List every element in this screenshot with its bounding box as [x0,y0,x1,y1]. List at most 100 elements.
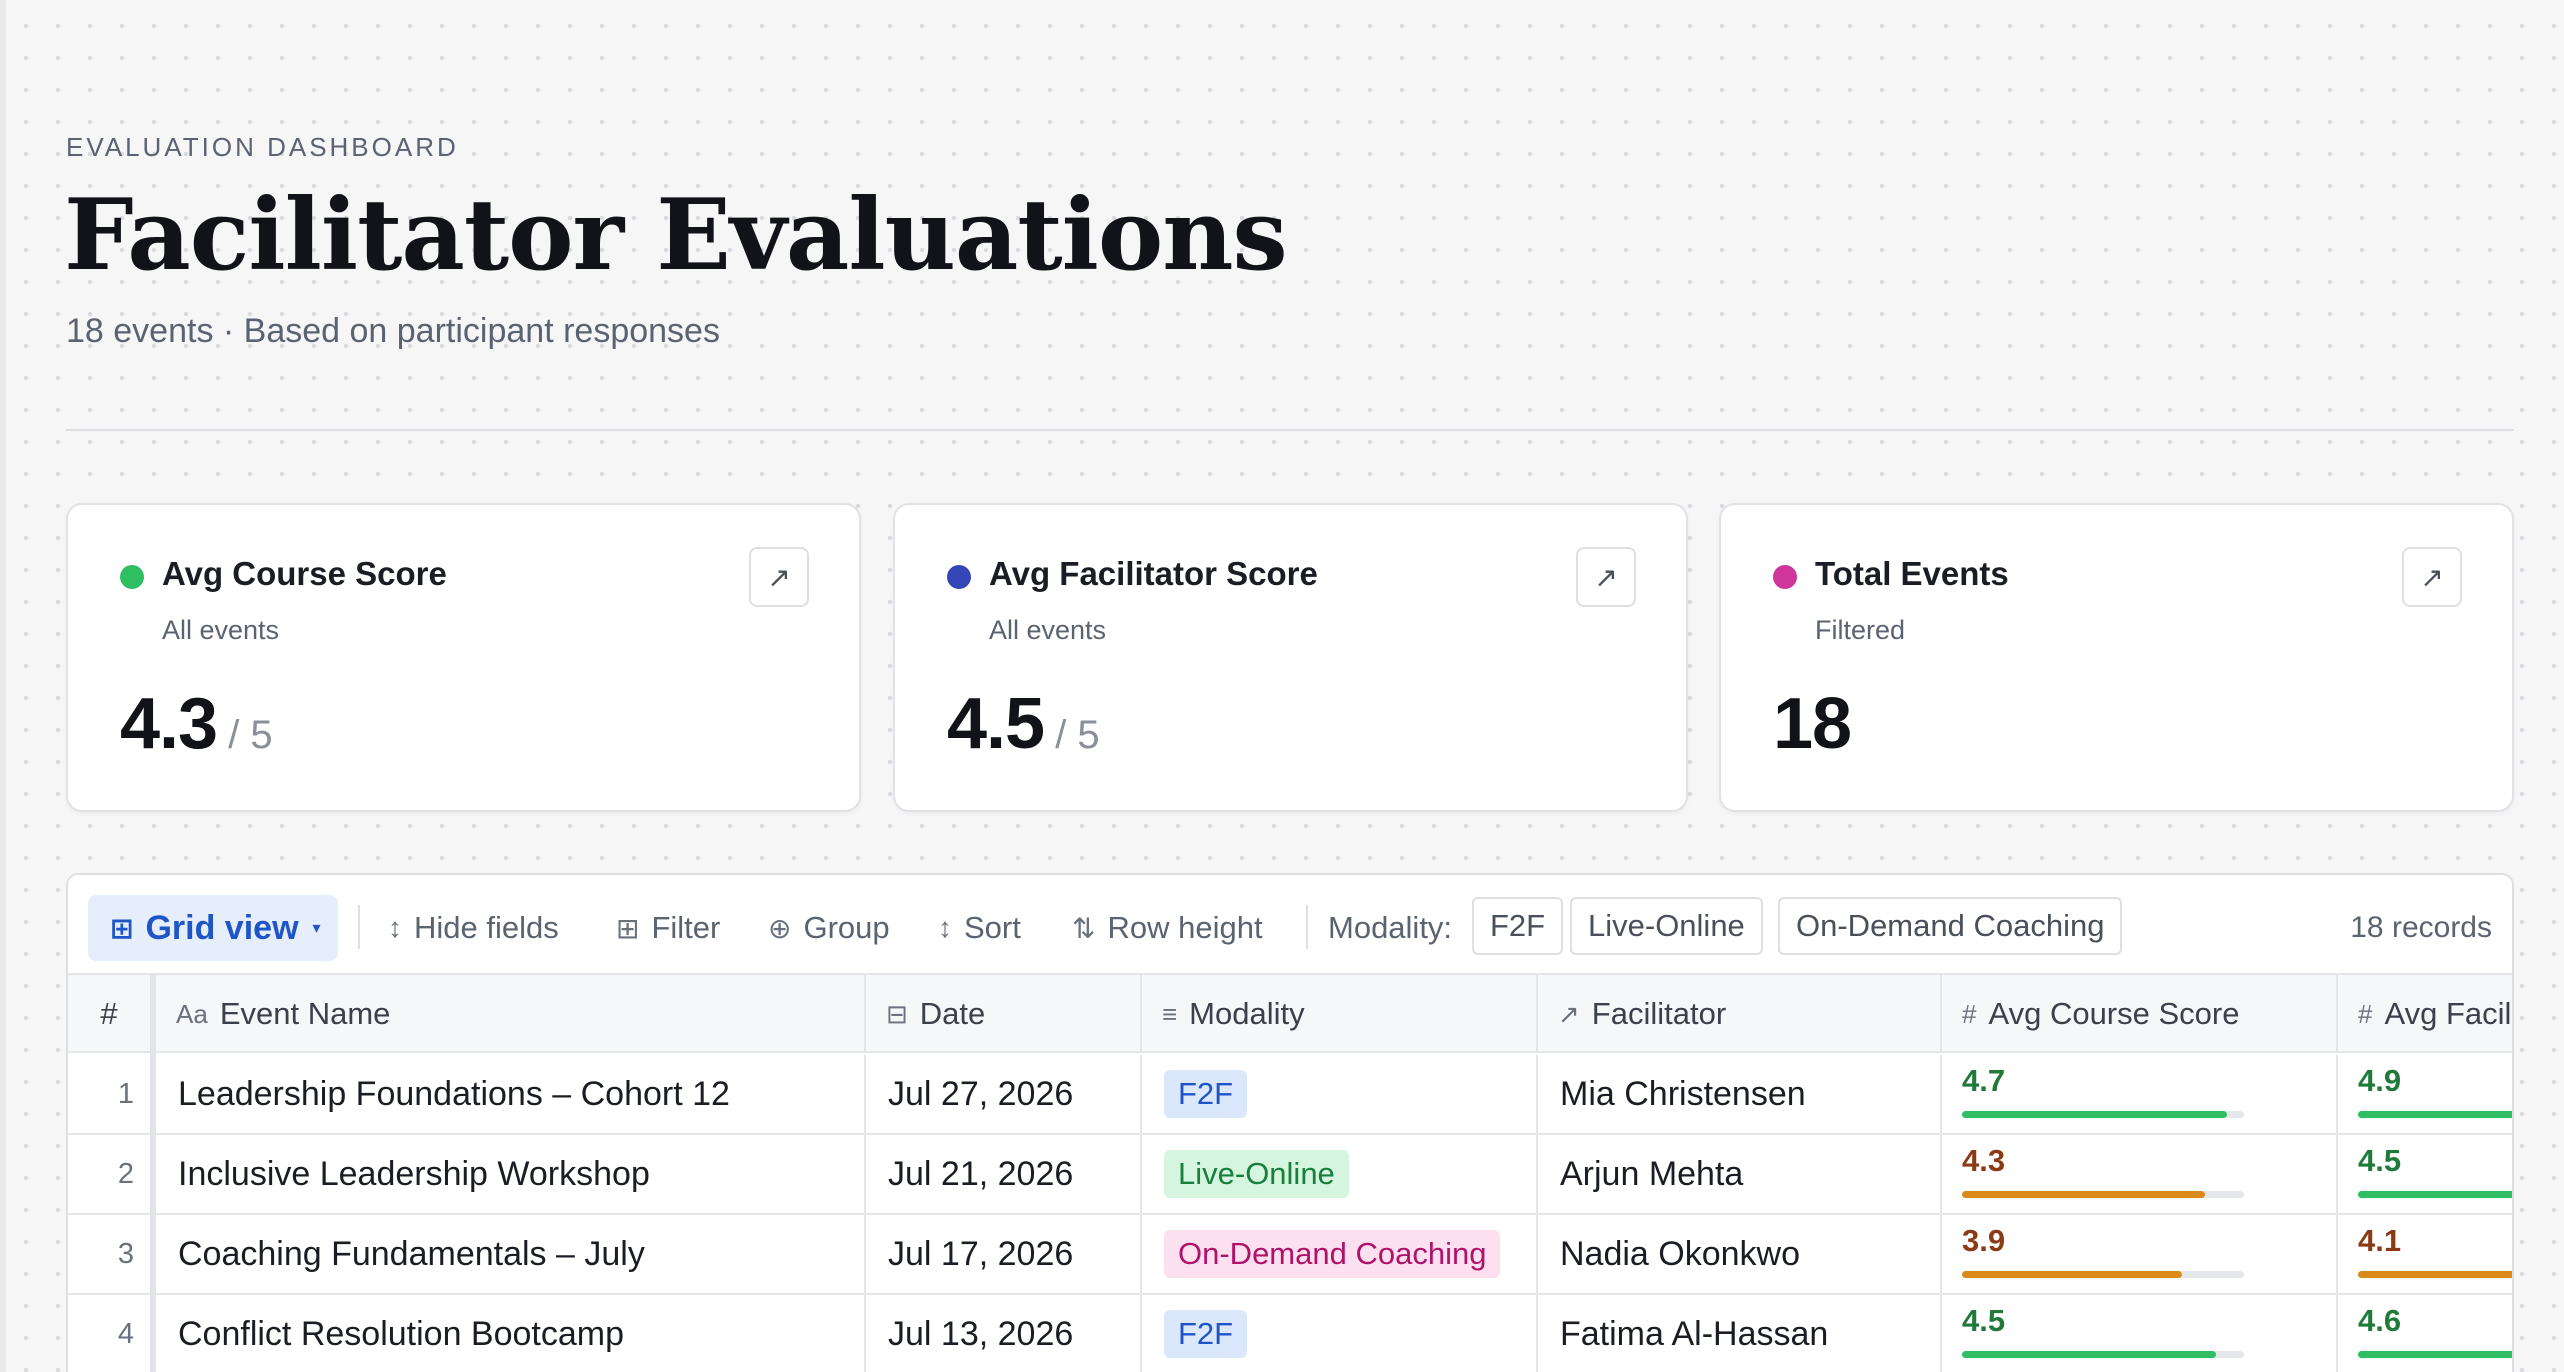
sort-button[interactable]: ↕ Sort [938,895,1021,961]
column-header-date[interactable]: ⊟ Date [866,975,1142,1053]
event-name-cell[interactable]: Conflict Resolution Bootcamp [156,1295,866,1372]
number-hash-icon: # [2358,998,2373,1029]
column-header-number: # [68,975,152,1053]
avg-facilitator-score-cell[interactable]: 4.9 [2338,1055,2512,1133]
text-field-icon: Aa [176,998,208,1029]
column-header-modality[interactable]: ≡ Modality [1142,975,1538,1053]
kpi-card-avg-course-score: Avg Course Score All events 4.3 / 5 ↗ [66,503,861,812]
record-count: 18 records [2350,911,2492,944]
group-button[interactable]: ⊕ Group [768,895,890,961]
event-name-cell[interactable]: Inclusive Leadership Workshop [156,1135,866,1213]
table-row[interactable]: 3 Coaching Fundamentals – July Jul 17, 202… [68,1215,2512,1295]
modality-chip-on-demand-coaching[interactable]: On-Demand Coaching [1778,897,2123,955]
frozen-column-divider[interactable] [150,973,156,1372]
score-bar-track [2358,1271,2512,1278]
list-icon: ≡ [1162,998,1178,1029]
calendar-icon: ⊟ [886,998,908,1029]
plus-circle-icon: ⊕ [768,912,792,944]
grid-toolbar: ⊞ Grid view ▾ ↕ Hide fields ⊞ Filter ⊕ G… [68,875,2512,975]
table-header: # Aa Event Name ⊟ Date ≡ Modality ↗ Faci… [68,973,2512,1053]
table-row[interactable]: 2 Inclusive Leadership Workshop Jul 21, 20… [68,1135,2512,1215]
page-subtitle: 18 events · Based on participant respons… [66,312,720,350]
row-height-button[interactable]: ⇅ Row height [1072,895,1263,961]
modality-cell[interactable]: Live-Online [1142,1135,1538,1213]
modality-chip-live-online[interactable]: Live-Online [1570,897,1763,955]
up-down-arrows-icon: ⇅ [1072,912,1096,944]
kpi-label: Avg Facilitator Score [989,555,1318,592]
avg-course-score-cell[interactable]: 4.7 [1942,1055,2338,1133]
number-hash-icon: # [1962,998,1977,1029]
hide-fields-label: Hide fields [414,910,559,945]
date-cell[interactable]: Jul 21, 2026 [866,1135,1142,1213]
score-value: 4.5 [1962,1303,2006,1338]
header-divider [66,429,2514,431]
avg-course-score-cell[interactable]: 3.9 [1942,1215,2338,1293]
date-cell[interactable]: Jul 17, 2026 [866,1215,1142,1293]
kpi-number: 18 [1773,684,1852,764]
avg-facilitator-score-cell[interactable]: 4.5 [2338,1135,2512,1213]
date-cell[interactable]: Jul 13, 2026 [866,1295,1142,1372]
grid-view-button[interactable]: ⊞ Grid view ▾ [88,895,338,961]
score-bar-track [1962,1351,2244,1358]
page-title: Facilitator Evaluations [64,178,1288,293]
kpi-sublabel: All events [989,615,1107,645]
grid-icon: ⊞ [110,912,134,944]
row-number-cell[interactable]: 2 [68,1135,152,1213]
score-bar-track [2358,1351,2512,1358]
column-label: Modality [1189,996,1305,1031]
modality-cell[interactable]: F2F [1142,1295,1538,1372]
table-row[interactable]: 1 Leadership Foundations – Cohort 12 Jul 2… [68,1055,2512,1135]
column-header-avg-facilitator-score[interactable]: # Avg Facilitator Score [2338,975,2512,1053]
score-bar-track [1962,1191,2244,1198]
score-value: 4.9 [2358,1063,2402,1098]
kpi-suffix: / 5 [1044,713,1100,757]
row-number-cell[interactable]: 4 [68,1295,152,1372]
column-label: Avg Facilitator Score [2384,996,2512,1031]
kpi-sublabel: Filtered [1815,615,1906,645]
facilitator-cell[interactable]: Mia Christensen [1538,1055,1942,1133]
score-bar-fill [2358,1271,2512,1278]
column-label: Avg Course Score [1988,996,2240,1031]
expand-arrow-icon[interactable]: ↗ [2402,547,2462,607]
modality-tag: F2F [1164,1310,1248,1358]
kpi-sublabel: All events [162,615,280,645]
score-bar-fill [1962,1111,2228,1118]
modality-cell[interactable]: On-Demand Coaching [1142,1215,1538,1293]
date-cell[interactable]: Jul 27, 2026 [866,1055,1142,1133]
kpi-card-total-events: Total Events Filtered 18 ↗ [1719,503,2514,812]
sort-label: Sort [964,910,1021,945]
expand-arrow-icon[interactable]: ↗ [749,547,809,607]
row-number-cell[interactable]: 1 [68,1055,152,1133]
records-grid: ⊞ Grid view ▾ ↕ Hide fields ⊞ Filter ⊕ G… [66,873,2514,1372]
caret-down-icon: ▾ [312,920,321,937]
status-dot [947,565,971,589]
filter-button[interactable]: ⊞ Filter [616,895,720,961]
column-header-avg-course-score[interactable]: # Avg Course Score [1942,975,2338,1053]
event-name-cell[interactable]: Leadership Foundations – Cohort 12 [156,1055,866,1133]
kpi-card-avg-facilitator-score: Avg Facilitator Score All events 4.5 / 5… [893,503,1688,812]
avg-facilitator-score-cell[interactable]: 4.1 [2338,1215,2512,1293]
group-label: Group [803,910,890,945]
avg-course-score-cell[interactable]: 4.5 [1942,1295,2338,1372]
kpi-number: 4.3 [120,684,218,764]
row-number-cell[interactable]: 3 [68,1215,152,1293]
facilitator-cell[interactable]: Nadia Okonkwo [1538,1215,1942,1293]
column-label: Event Name [219,996,391,1031]
score-bar-track [1962,1271,2244,1278]
filter-grid-icon: ⊞ [616,912,640,944]
expand-arrow-icon[interactable]: ↗ [1576,547,1636,607]
grid-view-label: Grid view [145,908,299,947]
event-name-cell[interactable]: Coaching Fundamentals – July [156,1215,866,1293]
hide-fields-button[interactable]: ↕ Hide fields [388,895,559,961]
column-header-facilitator[interactable]: ↗ Facilitator [1538,975,1942,1053]
score-bar-fill [2358,1351,2512,1358]
modality-cell[interactable]: F2F [1142,1055,1538,1133]
modality-chip-f2f[interactable]: F2F [1472,897,1564,955]
kpi-suffix: / 5 [217,713,273,757]
avg-facilitator-score-cell[interactable]: 4.6 [2338,1295,2512,1372]
column-header-event-name[interactable]: Aa Event Name [156,975,866,1053]
facilitator-cell[interactable]: Arjun Mehta [1538,1135,1942,1213]
facilitator-cell[interactable]: Fatima Al-Hassan [1538,1295,1942,1372]
table-row[interactable]: 4 Conflict Resolution Bootcamp Jul 13, 202… [68,1295,2512,1372]
avg-course-score-cell[interactable]: 4.3 [1942,1135,2338,1213]
